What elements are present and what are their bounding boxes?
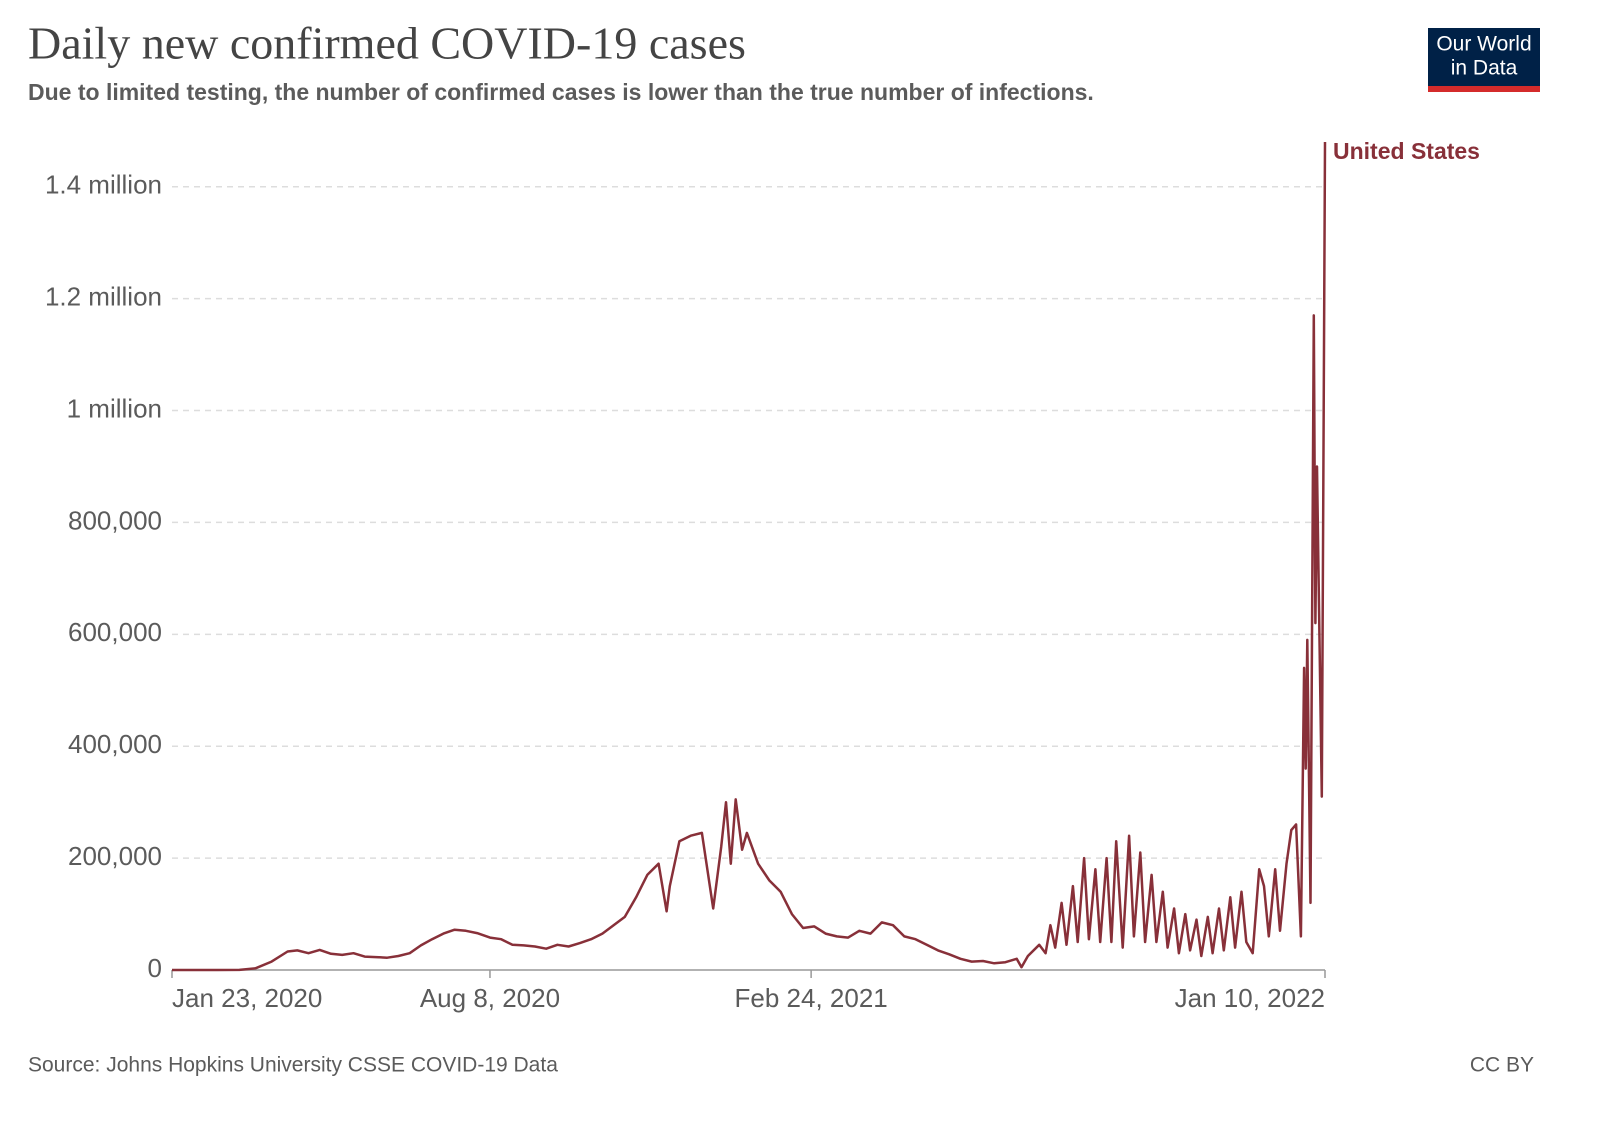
y-tick-label: 600,000	[68, 617, 162, 647]
x-tick-label: Feb 24, 2021	[735, 983, 888, 1013]
logo-bar	[1428, 86, 1540, 92]
x-tick-label: Jan 10, 2022	[1175, 983, 1325, 1013]
logo-text: Our World	[1436, 33, 1531, 56]
logo-text: in Data	[1451, 57, 1518, 80]
y-tick-label: 200,000	[68, 841, 162, 871]
series-label: United States	[1333, 138, 1480, 164]
y-tick-label: 800,000	[68, 505, 162, 535]
y-tick-label: 400,000	[68, 729, 162, 759]
logo: Our World in Data	[1428, 28, 1540, 92]
logo-box	[1428, 28, 1540, 86]
line	[172, 141, 1327, 972]
y-tick-label: 1.4 million	[45, 170, 162, 200]
y-tick-label: 1.2 million	[45, 282, 162, 312]
chart-subtitle: Due to limited testing, the number of co…	[28, 79, 1094, 105]
chart-title: Daily new confirmed COVID-19 cases	[28, 18, 746, 69]
license: CC BY	[1470, 1054, 1534, 1077]
y-tick-label: 1 million	[67, 393, 162, 423]
x-tick-label: Jan 23, 2020	[172, 983, 322, 1013]
y-tick-label: 0	[148, 953, 162, 983]
source: Source: Johns Hopkins University CSSE CO…	[28, 1054, 558, 1077]
x-tick-label: Aug 8, 2020	[420, 983, 560, 1013]
